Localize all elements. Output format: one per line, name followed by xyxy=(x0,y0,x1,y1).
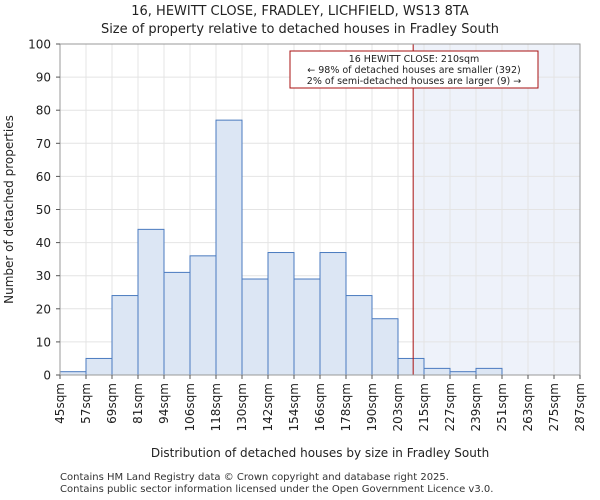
y-axis-label: Number of detached properties xyxy=(2,115,16,304)
y-tick-label: 50 xyxy=(36,203,51,217)
bar-154sqm xyxy=(293,278,321,376)
bar-118sqm xyxy=(215,119,243,376)
bar-106sqm xyxy=(189,255,217,376)
y-tick-label: 40 xyxy=(36,236,51,250)
bar-130sqm xyxy=(241,278,269,376)
annotation-line-3: 2% of semi-detached houses are larger (9… xyxy=(307,76,521,87)
x-tick-label: 154sqm xyxy=(287,383,301,431)
x-tick-label: 275sqm xyxy=(547,383,561,431)
x-tick-label: 94sqm xyxy=(157,383,171,424)
x-tick-label: 203sqm xyxy=(391,383,405,431)
bars-group xyxy=(59,119,503,376)
bar-57sqm xyxy=(85,357,113,376)
chart-subtitle: Size of property relative to detached ho… xyxy=(100,22,500,37)
x-tick-label: 106sqm xyxy=(183,383,197,431)
y-tick-label: 80 xyxy=(36,104,51,118)
bar-69sqm xyxy=(111,295,139,376)
x-tick-label: 251sqm xyxy=(495,383,509,431)
bar-178sqm xyxy=(345,295,373,376)
x-tick-label: 178sqm xyxy=(339,383,353,431)
y-tick-label: 90 xyxy=(36,71,51,85)
x-tick-label: 227sqm xyxy=(443,383,457,431)
y-axis-ticks: 0 10 20 30 40 50 60 70 80 90 100 xyxy=(28,38,60,383)
annotation-line-2: ← 98% of detached houses are smaller (39… xyxy=(307,65,520,76)
x-tick-label: 118sqm xyxy=(209,383,223,431)
x-tick-label: 166sqm xyxy=(313,383,327,431)
bar-190sqm xyxy=(371,318,399,376)
annotation-frame xyxy=(289,50,539,89)
bar-142sqm xyxy=(267,252,295,376)
y-tick-label: 60 xyxy=(36,170,51,184)
x-tick-label: 57sqm xyxy=(79,383,93,424)
x-tick-label: 263sqm xyxy=(521,383,535,431)
y-tick-label: 70 xyxy=(36,137,51,151)
x-axis-ticks: 45sqm 57sqm 69sqm 81sqm 94sqm 106sqm 118sqm 130… xyxy=(53,375,587,431)
x-tick-label: 130sqm xyxy=(235,383,249,431)
y-tick-label: 100 xyxy=(28,38,51,52)
footer-line-1: Contains HM Land Registry data © Crown c… xyxy=(60,472,449,483)
x-tick-label: 215sqm xyxy=(417,383,431,431)
x-tick-label: 142sqm xyxy=(261,383,275,431)
bar-81sqm xyxy=(137,228,165,376)
chart-title: 16, HEWITT CLOSE, FRADLEY, LICHFIELD, WS… xyxy=(131,4,469,19)
x-tick-label: 190sqm xyxy=(365,383,379,431)
x-tick-label: 287sqm xyxy=(573,383,587,431)
x-axis-label: Distribution of detached houses by size … xyxy=(151,446,489,460)
x-tick-label: 239sqm xyxy=(469,383,483,431)
footer-line-2: Contains public sector information licen… xyxy=(60,484,494,495)
bar-239sqm xyxy=(475,367,503,376)
bar-166sqm xyxy=(319,252,347,376)
x-tick-label: 45sqm xyxy=(53,383,67,424)
y-tick-label: 20 xyxy=(36,302,51,316)
annotation-line-1: 16 HEWITT CLOSE: 210sqm xyxy=(349,54,480,65)
bar-215sqm xyxy=(423,367,451,376)
annotation-box: 16 HEWITT CLOSE: 210sqm ← 98% of detache… xyxy=(289,50,539,89)
bar-203sqm xyxy=(397,357,425,376)
y-tick-label: 0 xyxy=(43,369,51,383)
y-tick-label: 10 xyxy=(36,335,51,349)
x-tick-label: 81sqm xyxy=(131,383,145,424)
bar-94sqm xyxy=(163,271,191,376)
x-tick-label: 69sqm xyxy=(105,383,119,424)
y-tick-label: 30 xyxy=(36,269,51,283)
